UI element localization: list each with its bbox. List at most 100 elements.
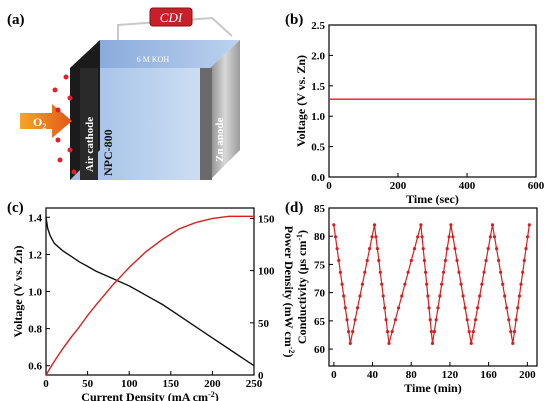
panel-label-c: (c) bbox=[7, 200, 24, 216]
data-point bbox=[340, 282, 344, 286]
data-point bbox=[378, 270, 382, 274]
panel-d: (d) 0 40 80 120 160 200 60 65 70 75 80 85 Time (min)… bbox=[285, 200, 538, 395]
air-cathode-label: Air cathode bbox=[84, 117, 96, 172]
data-point bbox=[403, 282, 407, 286]
data-point bbox=[393, 318, 397, 322]
x-tick-label: 150 bbox=[163, 378, 180, 390]
data-point bbox=[476, 306, 480, 310]
data-point bbox=[332, 223, 336, 227]
y-tick-label: 80 bbox=[314, 231, 326, 243]
data-point bbox=[385, 330, 390, 334]
y2-axis-label-text: Power Density (mW cm bbox=[282, 226, 296, 347]
x-axis-label-end: ) bbox=[215, 390, 219, 401]
data-point bbox=[478, 294, 482, 298]
y2-axis-label-end: ) bbox=[282, 353, 296, 357]
y-tick-label: 2.0 bbox=[311, 50, 325, 62]
y-axis-label-end: ) bbox=[295, 230, 309, 234]
x-tick-label: 200 bbox=[519, 369, 536, 381]
series-line-1 bbox=[45, 215, 254, 376]
data-point bbox=[430, 341, 435, 345]
x-axis-label-text: Time (sec) bbox=[406, 192, 459, 206]
data-point bbox=[509, 330, 513, 334]
data-point bbox=[335, 247, 339, 251]
panel-label-b: (b) bbox=[285, 12, 303, 28]
data-point bbox=[429, 330, 433, 334]
x-tick-label: 0 bbox=[331, 369, 337, 381]
data-point bbox=[461, 294, 465, 298]
npc-800-label: NPC-800 bbox=[101, 129, 115, 176]
data-point bbox=[406, 270, 410, 274]
electrolyte-label: 6 M KOH bbox=[137, 55, 170, 64]
x-tick-label: 100 bbox=[121, 378, 138, 390]
y-tick-label: 0.8 bbox=[28, 324, 42, 336]
panel-label-a: (a) bbox=[7, 12, 25, 28]
data-point bbox=[370, 235, 374, 239]
data-point bbox=[409, 258, 413, 263]
data-point bbox=[375, 247, 379, 251]
data-point bbox=[381, 294, 385, 298]
panel-label-d: (d) bbox=[285, 200, 303, 216]
y-tick-label: 0.5 bbox=[311, 142, 325, 154]
data-point bbox=[419, 223, 423, 227]
data-point bbox=[432, 330, 436, 334]
y-tick-label: 70 bbox=[314, 288, 326, 300]
data-point bbox=[507, 318, 511, 322]
data-point bbox=[347, 330, 351, 334]
data-point bbox=[353, 318, 357, 322]
data-point bbox=[495, 247, 499, 251]
x-axis-label-text: Time (min) bbox=[404, 381, 461, 395]
y-tick-label: 2.5 bbox=[311, 20, 325, 32]
data-point bbox=[492, 235, 497, 239]
data-point bbox=[338, 270, 342, 274]
data-point bbox=[459, 282, 463, 286]
data-point bbox=[471, 330, 475, 334]
y-tick-label: 1.0 bbox=[28, 287, 42, 299]
data-point bbox=[363, 270, 367, 274]
x-axis-label: Current Density (mA cm-2) bbox=[81, 390, 218, 401]
data-point bbox=[484, 258, 488, 263]
data-point bbox=[416, 235, 420, 239]
x-tick-label: 160 bbox=[480, 369, 497, 381]
data-point bbox=[383, 306, 387, 310]
y-tick-label: 75 bbox=[314, 259, 326, 271]
y-tick-label: 60 bbox=[314, 344, 326, 356]
data-point bbox=[436, 306, 440, 310]
data-point bbox=[517, 294, 522, 298]
chart-b: 0 200 400 600 0.0 0.5 1.0 1.5 2.0 2.5 Time (sec) Vo… bbox=[294, 20, 545, 206]
y-tick-label: 1.2 bbox=[28, 249, 42, 261]
x-axis-label: Time (sec) bbox=[406, 192, 459, 206]
y2-tick-label: 100 bbox=[258, 266, 275, 278]
data-point bbox=[374, 235, 378, 239]
data-point bbox=[351, 330, 355, 334]
data-point bbox=[400, 294, 404, 298]
x-tick-label: 0 bbox=[326, 180, 332, 192]
data-point bbox=[337, 258, 341, 263]
y2-tick-label: 50 bbox=[258, 318, 270, 330]
data-point bbox=[514, 318, 518, 322]
data-point bbox=[426, 294, 430, 298]
cathode-plate bbox=[80, 68, 98, 180]
anode-side-face bbox=[210, 40, 240, 180]
data-point bbox=[420, 235, 424, 239]
data-point bbox=[387, 341, 391, 345]
y2-axis-label-sup: -2 bbox=[287, 347, 296, 354]
data-point bbox=[425, 282, 429, 286]
data-point bbox=[465, 318, 469, 322]
data-point bbox=[343, 306, 347, 310]
zn-anode-label: Zn anode bbox=[214, 118, 226, 162]
data-point bbox=[511, 341, 515, 345]
data-point bbox=[469, 341, 473, 345]
data-point bbox=[527, 223, 531, 227]
data-point bbox=[480, 282, 484, 286]
data-point bbox=[380, 282, 384, 286]
data-point bbox=[428, 318, 432, 322]
data-point bbox=[384, 318, 388, 322]
data-point bbox=[412, 247, 417, 251]
anode-plate bbox=[200, 68, 212, 180]
data-point bbox=[440, 282, 444, 286]
x-tick-label: 0 bbox=[43, 378, 49, 390]
data-point bbox=[449, 223, 453, 227]
data-point bbox=[467, 330, 471, 334]
data-point bbox=[516, 306, 520, 310]
data-point bbox=[499, 270, 503, 274]
